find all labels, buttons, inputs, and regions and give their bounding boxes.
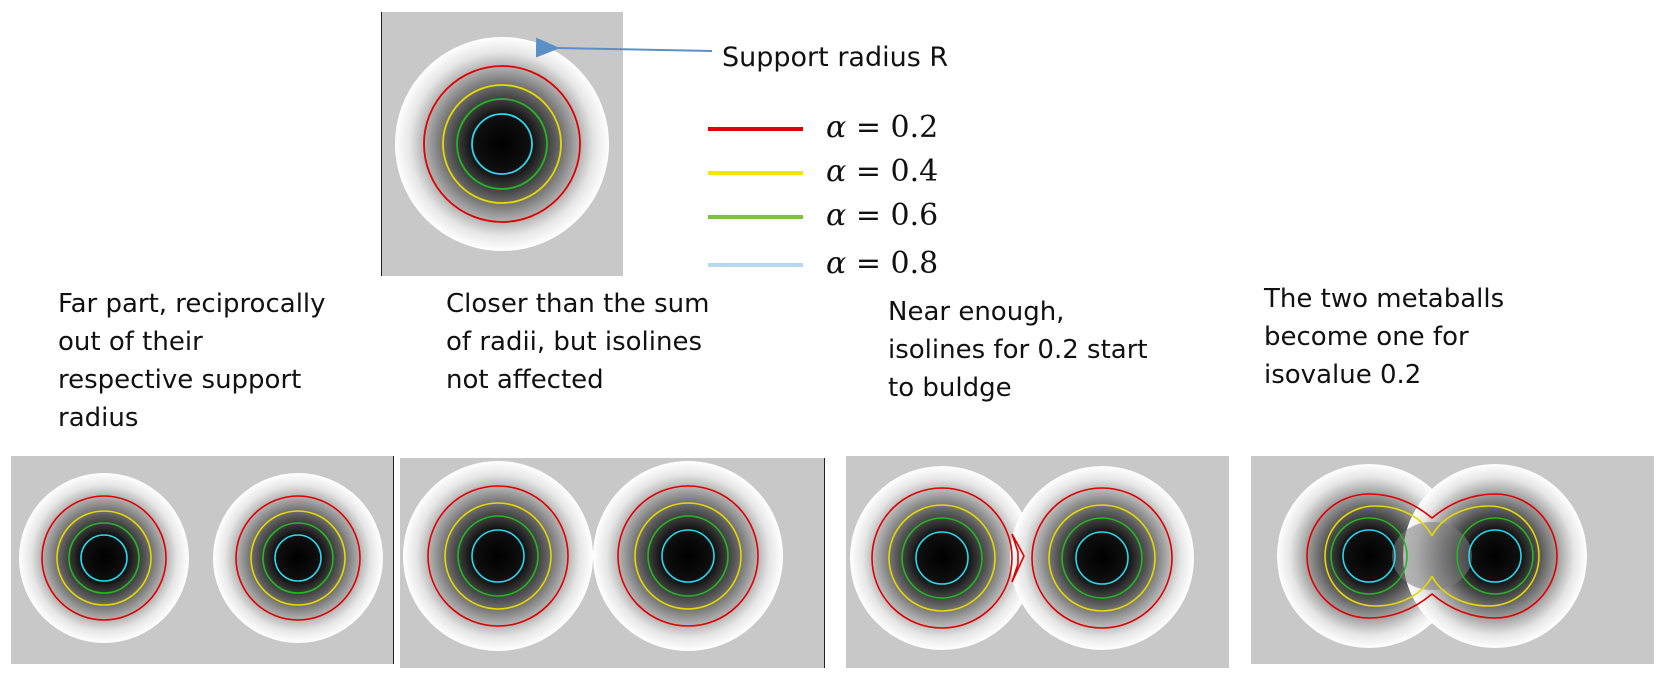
metaball-disc bbox=[593, 461, 783, 651]
closer-panel bbox=[400, 458, 825, 668]
isoline-0.8 bbox=[915, 531, 969, 585]
legend-swatch bbox=[708, 171, 803, 175]
isoline-0.4 bbox=[634, 502, 742, 610]
isoline-0.6 bbox=[262, 522, 334, 594]
legend-value: = 0.8 bbox=[855, 246, 939, 281]
isoline-0.4 bbox=[442, 84, 562, 204]
isoline-0.4 bbox=[56, 510, 152, 606]
isoline-0.2 bbox=[41, 495, 167, 621]
legend-value: = 0.6 bbox=[855, 198, 939, 233]
isoline-0.2 bbox=[1031, 487, 1173, 629]
single-metaball-panel bbox=[381, 12, 623, 276]
closer-figure bbox=[403, 461, 783, 651]
isoline-0.8 bbox=[274, 534, 322, 582]
caption-far-apart: Far part, reciprocally out of their resp… bbox=[58, 289, 326, 433]
merged-figure bbox=[1277, 464, 1587, 648]
far-apart-panel bbox=[11, 456, 394, 664]
isoline-0.6 bbox=[456, 98, 548, 190]
legend-symbol: α bbox=[826, 154, 847, 189]
metaball-disc bbox=[403, 461, 593, 651]
isoline-0.8 bbox=[80, 534, 128, 582]
isoline-0.2 bbox=[427, 485, 569, 627]
support-radius-label: Support radius R bbox=[722, 42, 949, 73]
legend-entry: α = 0.6 bbox=[708, 196, 968, 236]
isoline-0.6 bbox=[901, 517, 983, 599]
isoline-0.4 bbox=[888, 504, 996, 612]
metaball-disc bbox=[19, 473, 189, 643]
caption-closer: Closer than the sum of radii, but isolin… bbox=[446, 289, 710, 395]
isoline-0.4 bbox=[444, 502, 552, 610]
legend-swatch bbox=[708, 263, 803, 267]
legend-swatch bbox=[708, 127, 803, 131]
near-enough-figure bbox=[850, 466, 1194, 650]
isoline-0.6 bbox=[1456, 517, 1534, 595]
legend-symbol: α bbox=[826, 198, 847, 233]
isoline-0.4-right bbox=[1431, 505, 1540, 607]
metaball-bridge bbox=[1392, 522, 1472, 590]
isoline-0.8 bbox=[1468, 529, 1522, 583]
isoline-0.4 bbox=[250, 510, 346, 606]
legend-symbol: α bbox=[826, 110, 847, 145]
merged-panel bbox=[1251, 456, 1654, 664]
legend-swatch bbox=[708, 215, 803, 219]
isoline-0.6 bbox=[1330, 517, 1408, 595]
isoline-0.6 bbox=[68, 522, 140, 594]
metaball-disc bbox=[1010, 466, 1194, 650]
legend-value: = 0.2 bbox=[855, 110, 939, 145]
legend-entry: α = 0.8 bbox=[708, 244, 968, 284]
isoline-0.2 bbox=[617, 485, 759, 627]
isoline-0.4 bbox=[1048, 504, 1156, 612]
legend-symbol: α bbox=[826, 246, 847, 281]
legend-entry: α = 0.4 bbox=[708, 152, 968, 192]
isoline-0.2 bbox=[871, 487, 1013, 629]
caption-merged: The two metaballs become one for isovalu… bbox=[1264, 284, 1505, 390]
isoline-0.6 bbox=[1061, 517, 1143, 599]
metaball-disc bbox=[1403, 464, 1587, 648]
metaball-disc bbox=[850, 466, 1034, 650]
isoline-0.8 bbox=[471, 529, 525, 583]
legend-value: = 0.4 bbox=[855, 154, 939, 189]
isoline-0.2-bulge bbox=[1011, 533, 1025, 583]
metaball-disc bbox=[1277, 464, 1461, 648]
isoline-0.8 bbox=[1342, 529, 1396, 583]
far-apart-figure bbox=[19, 473, 383, 643]
isoline-0.4-left bbox=[1324, 505, 1433, 607]
isoline-0.2 bbox=[423, 65, 581, 223]
near-enough-panel bbox=[846, 456, 1229, 668]
isoline-0.8 bbox=[471, 113, 533, 175]
caption-near-enough: Near enough, isolines for 0.2 start to b… bbox=[888, 297, 1148, 403]
isoline-0.2 bbox=[235, 495, 361, 621]
isoline-0.8 bbox=[661, 529, 715, 583]
metaball-disc bbox=[213, 473, 383, 643]
isoline-0.6 bbox=[457, 515, 539, 597]
legend-entry: α = 0.2 bbox=[708, 108, 968, 148]
metaball-disc bbox=[395, 37, 609, 251]
isoline-0.2-merged bbox=[1306, 493, 1558, 619]
single-metaball-figure bbox=[395, 37, 609, 251]
isoline-0.6 bbox=[647, 515, 729, 597]
isoline-0.8 bbox=[1075, 531, 1129, 585]
